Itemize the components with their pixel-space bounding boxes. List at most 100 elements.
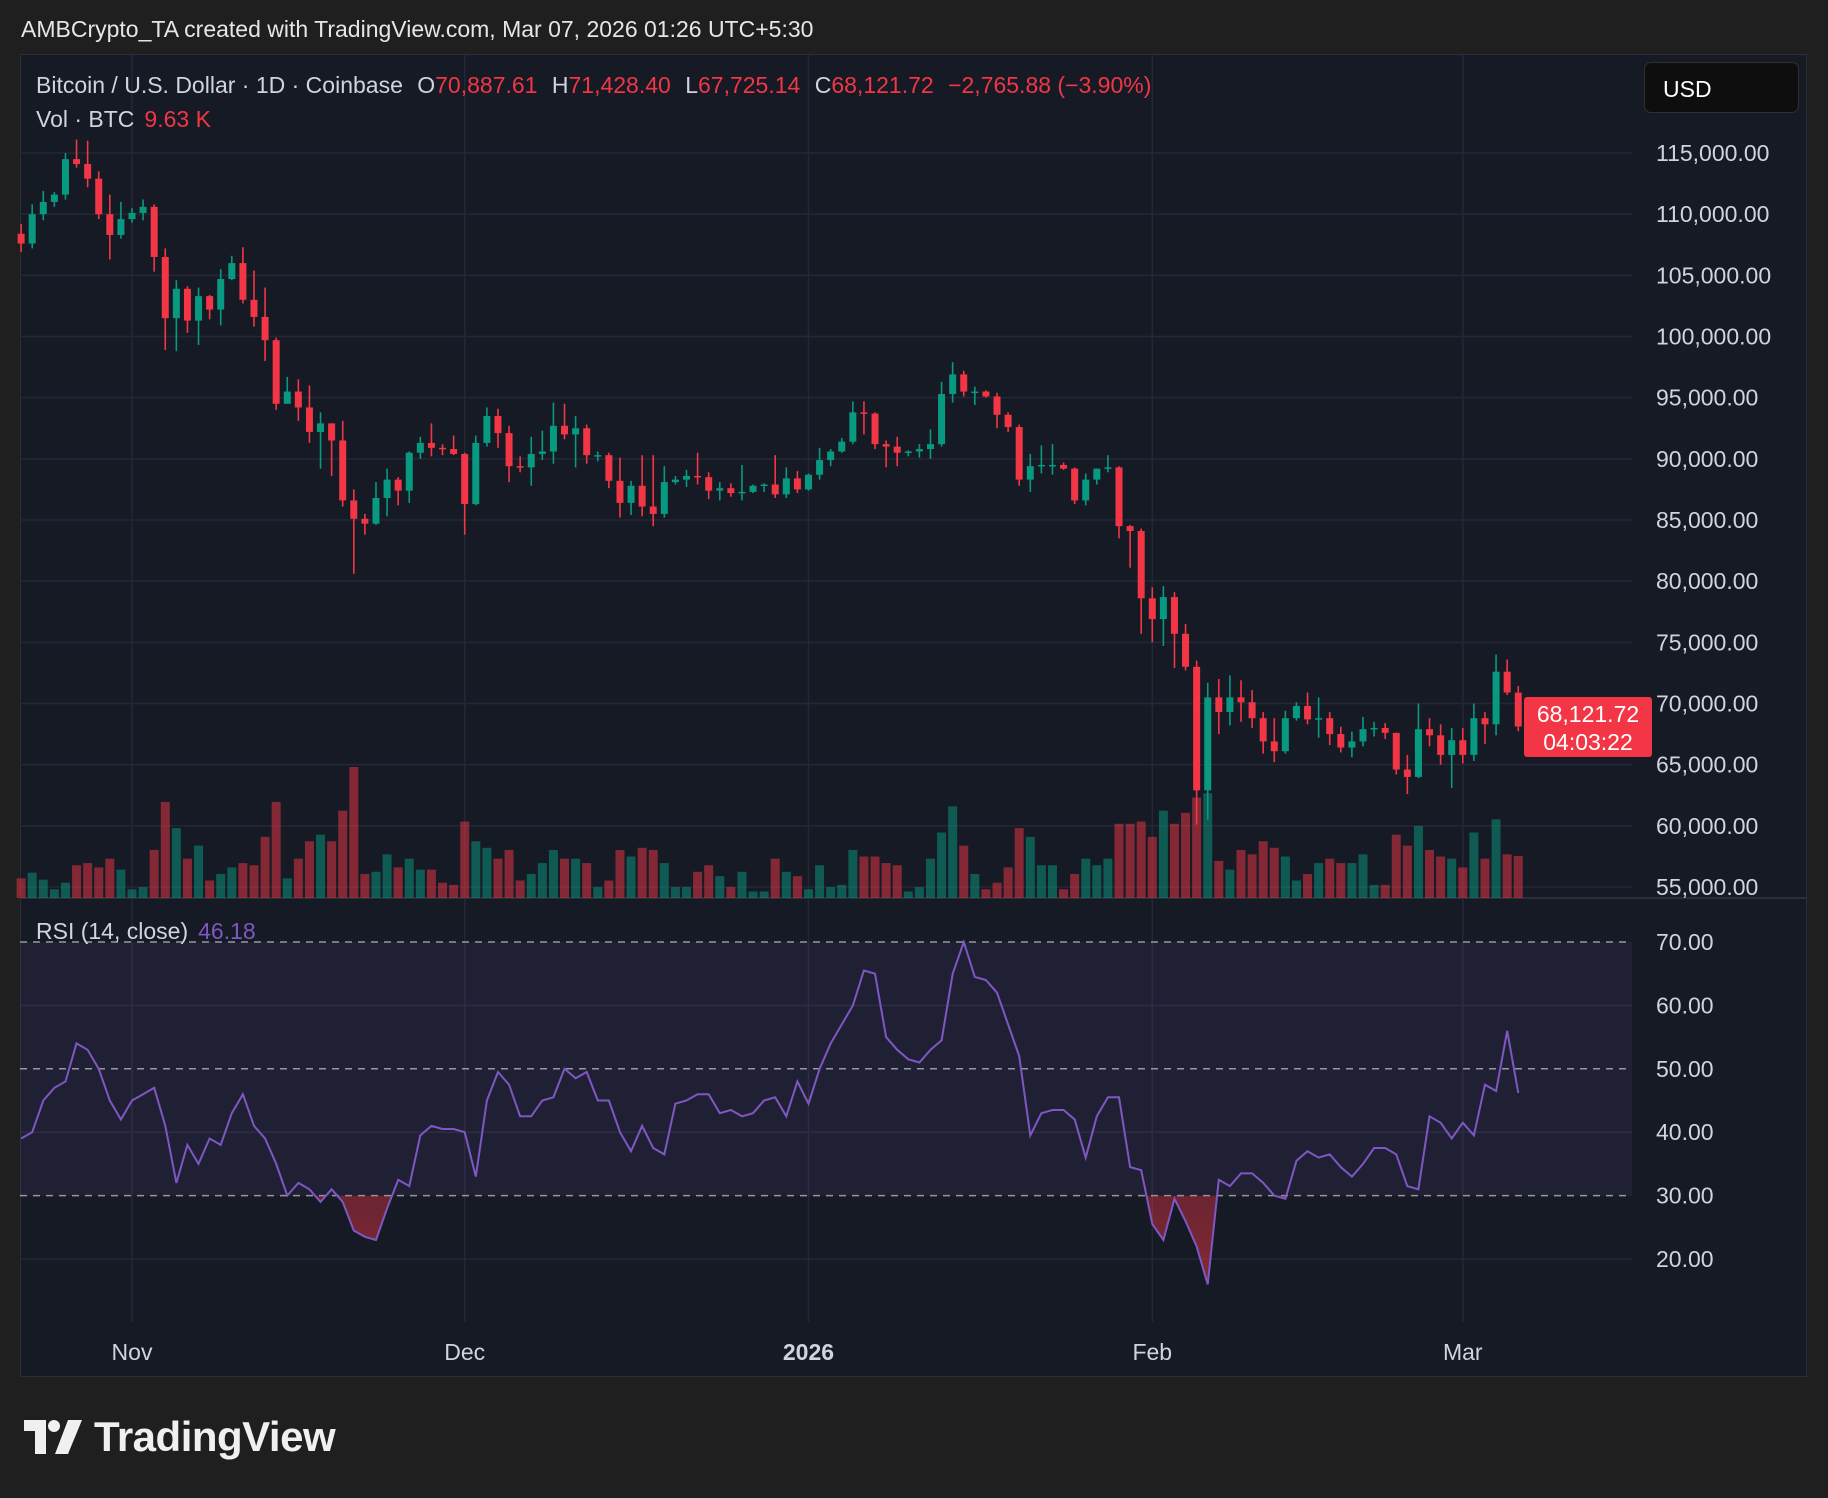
candle-body — [827, 451, 835, 461]
candle-body — [949, 374, 957, 394]
tradingview-logo[interactable]: TradingView — [24, 1413, 336, 1461]
candle-body — [683, 475, 690, 480]
candle — [1381, 723, 1389, 739]
candle-body — [915, 449, 923, 452]
candle — [915, 444, 923, 458]
candle — [771, 455, 779, 498]
candle-body — [283, 391, 291, 404]
rsi-band — [20, 941, 1632, 1197]
currency-button[interactable]: USD — [1644, 62, 1799, 113]
volume-bar — [659, 863, 669, 898]
candle-body — [439, 447, 447, 450]
candle-body — [1226, 697, 1234, 713]
volume-bar — [1325, 858, 1335, 898]
volume-bar — [1347, 863, 1357, 898]
volume-bar — [693, 871, 703, 898]
candle — [982, 390, 990, 398]
volume-bar — [1369, 884, 1379, 898]
candle-body — [1292, 705, 1300, 719]
candle — [95, 171, 103, 220]
volume-bar — [670, 887, 680, 898]
volume-bar — [1491, 819, 1501, 898]
volume-label[interactable]: Vol · BTC — [36, 106, 135, 132]
volume-bar — [282, 878, 292, 898]
volume-bar — [1214, 860, 1224, 898]
candle — [1470, 703, 1478, 761]
candle-body — [1381, 727, 1389, 733]
candle — [1281, 710, 1289, 754]
time-tick-label: Dec — [444, 1339, 485, 1365]
chart-panel[interactable] — [20, 54, 1807, 1377]
candle — [1292, 702, 1300, 721]
candle — [1370, 721, 1378, 737]
candle — [1481, 712, 1489, 744]
time-tick-label: Mar — [1443, 1339, 1483, 1365]
candle-body — [538, 451, 546, 454]
volume-bar — [548, 849, 558, 898]
volume-bar — [1513, 855, 1523, 898]
rsi-label[interactable]: RSI (14, close) — [36, 918, 189, 944]
volume-bar — [682, 887, 691, 898]
candle-body — [516, 466, 524, 468]
candle-body — [971, 391, 979, 394]
symbol-title[interactable]: Bitcoin / U.S. Dollar · 1D · Coinbase — [36, 72, 403, 98]
volume-bar — [304, 841, 314, 898]
candle-body — [793, 478, 801, 490]
candle — [949, 362, 957, 403]
volume-bar — [859, 856, 869, 898]
brand-name: TradingView — [94, 1413, 336, 1460]
candle-body — [727, 488, 735, 494]
candle-body — [250, 299, 258, 317]
volume-bar — [1003, 867, 1013, 898]
price-tick-label: 65,000.00 — [1656, 752, 1758, 778]
volume-bar — [1447, 858, 1457, 898]
candle-body — [1126, 526, 1134, 532]
time-tick-label: Feb — [1132, 1339, 1172, 1365]
candle-body — [1370, 727, 1378, 730]
volume-bar — [1358, 854, 1368, 898]
candle — [139, 199, 147, 221]
candle — [372, 482, 380, 525]
volume-bar — [1236, 849, 1246, 898]
candle-body — [317, 423, 325, 432]
candle — [1037, 445, 1045, 474]
candle-body — [372, 497, 380, 524]
grid — [20, 55, 1807, 1322]
candle-body — [904, 451, 912, 453]
candle-body — [926, 444, 934, 450]
candle — [993, 392, 1001, 429]
volume-bar — [526, 873, 536, 898]
tradingview-logo-icon — [24, 1420, 82, 1454]
volume-bar — [138, 887, 148, 898]
candle — [827, 449, 835, 467]
candle-body — [1492, 671, 1500, 725]
candle — [1170, 592, 1178, 669]
volume-bar — [1014, 828, 1024, 898]
volume-bar — [914, 887, 924, 898]
candle-body — [328, 423, 336, 441]
candle — [505, 425, 513, 483]
candle-body — [1304, 705, 1312, 720]
candle — [416, 436, 424, 459]
candle — [383, 468, 391, 517]
volume-bar — [892, 865, 902, 898]
candle-body — [1403, 769, 1411, 777]
volume-bar — [648, 849, 658, 898]
candle-body — [1159, 597, 1167, 620]
price-tick-label: 110,000.00 — [1656, 201, 1769, 227]
volume-bar — [826, 887, 836, 898]
candle-body — [583, 428, 591, 456]
volume-bar — [1169, 823, 1179, 898]
time-tick-label: 2026 — [783, 1339, 834, 1365]
candle — [1182, 623, 1190, 671]
volume-bar — [1247, 854, 1257, 898]
candle-body — [217, 279, 225, 310]
candle — [1337, 726, 1345, 753]
candle — [782, 467, 790, 498]
candle — [494, 408, 502, 448]
candle-body — [394, 479, 402, 491]
candle — [1270, 718, 1278, 763]
candle — [1426, 718, 1434, 747]
volume-bar — [449, 884, 459, 898]
